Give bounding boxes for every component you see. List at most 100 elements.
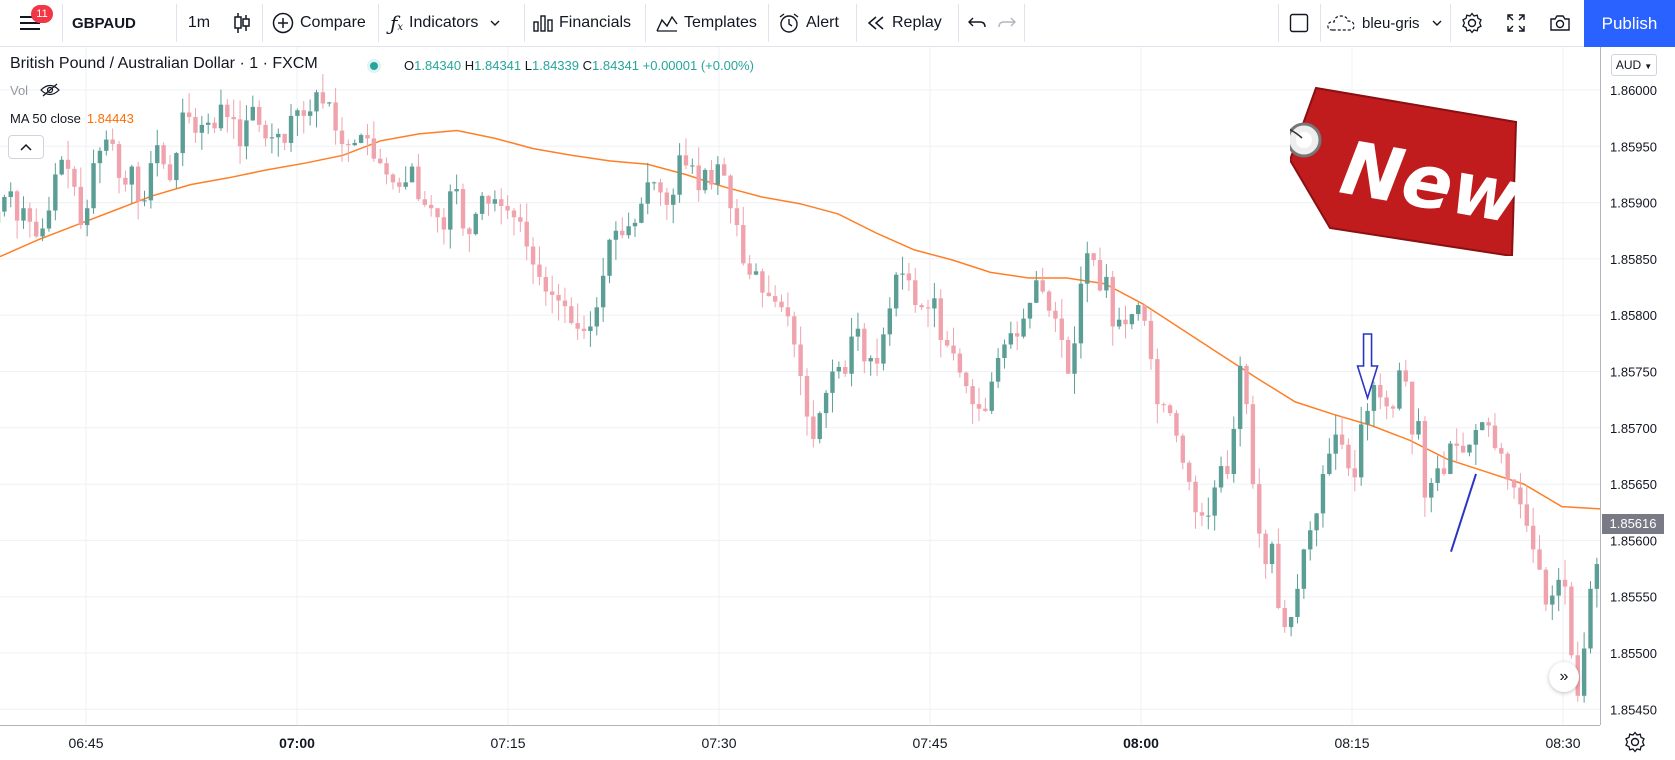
candle-up: [59, 159, 64, 175]
candle-up: [753, 271, 759, 275]
candle-up: [1556, 579, 1561, 596]
candle-up: [403, 182, 408, 187]
candle-down: [709, 169, 714, 185]
candle-up: [276, 133, 281, 138]
candle-down: [976, 404, 982, 409]
undo-button[interactable]: [962, 0, 992, 46]
ma-legend[interactable]: MA 50 close 1.84443: [10, 111, 134, 126]
candle-down: [1059, 318, 1064, 340]
y-tick-label: 1.85750: [1610, 365, 1657, 380]
layout-name-button[interactable]: bleu-gris: [1326, 0, 1446, 46]
y-tick-label: 1.86000: [1610, 83, 1657, 98]
candle-down: [785, 307, 791, 317]
y-tick-label: 1.85700: [1610, 421, 1657, 436]
divider: [62, 4, 63, 42]
layout-select-button[interactable]: [1279, 0, 1319, 46]
interval-label: 1m: [187, 14, 211, 31]
candle-down: [862, 328, 867, 362]
candle-down: [78, 186, 84, 226]
time-axis[interactable]: 06:45 07:00 07:15 07:30 07:45 08:00 08:15 08:30…: [0, 725, 1600, 760]
candle-up: [473, 213, 478, 235]
compare-button[interactable]: Compare: [272, 0, 376, 46]
candle-down: [1110, 276, 1115, 327]
chart-type-button[interactable]: [222, 0, 262, 46]
candles-layer: [0, 74, 1600, 703]
candle-down: [970, 386, 975, 405]
candle-up: [1327, 453, 1332, 474]
candle-down: [1097, 260, 1103, 291]
alert-button[interactable]: Alert: [778, 0, 854, 46]
candle-down: [537, 264, 542, 277]
new-tag-sticker: New: [1229, 78, 1528, 261]
replay-button[interactable]: Replay: [866, 0, 956, 46]
snapshot-button[interactable]: [1540, 0, 1580, 46]
volume-legend[interactable]: Vol: [10, 83, 60, 98]
candle-up: [1480, 422, 1485, 431]
chevron-up-icon: [20, 143, 32, 151]
candle-up: [817, 413, 822, 440]
candle-down: [428, 204, 434, 209]
main-menu-button[interactable]: [8, 0, 54, 46]
drawings-layer: [1356, 333, 1477, 552]
price-axis[interactable]: 1.86000 1.85950 1.85900 1.85850 1.85800 1.857…: [1600, 47, 1675, 725]
candle-down: [1524, 504, 1529, 526]
x-tick-label: 08:30: [1545, 735, 1580, 751]
candle-up: [830, 371, 835, 393]
fullscreen-button[interactable]: [1496, 0, 1536, 46]
chart-settings-button[interactable]: [1452, 0, 1492, 46]
chevron-down-icon: ▼: [1644, 62, 1653, 71]
candle-down: [384, 163, 389, 175]
gear-icon[interactable]: [1624, 731, 1646, 753]
alarm-clock-icon: [779, 13, 799, 33]
candle-down: [167, 164, 173, 181]
candle-up: [1333, 434, 1338, 454]
candle-up: [97, 150, 103, 164]
collapse-legend-button[interactable]: [8, 135, 44, 159]
candle-down: [225, 104, 230, 118]
candle-up: [715, 164, 721, 185]
currency-selector[interactable]: AUD ▼: [1611, 54, 1657, 76]
redo-button[interactable]: [992, 0, 1022, 46]
candle-up: [1308, 530, 1313, 550]
candle-down: [1384, 397, 1389, 407]
candle-up: [21, 208, 26, 221]
ohlc-values: O1.84340 H1.84341 L1.84339 C1.84341 +0.0…: [404, 58, 754, 73]
publish-button[interactable]: Publish: [1584, 0, 1675, 47]
candle-down: [792, 316, 797, 345]
candle-down: [518, 217, 523, 222]
hamburger-menu-icon: [20, 16, 40, 30]
candle-down: [772, 296, 778, 302]
indicators-button[interactable]: ƒx Indicators: [390, 0, 520, 46]
candle-down: [1282, 607, 1287, 628]
symbol-search-button[interactable]: GBPAUD: [72, 0, 176, 46]
candle-up: [639, 203, 644, 223]
scroll-to-realtime-button[interactable]: »: [1549, 662, 1579, 692]
interval-button[interactable]: 1m: [176, 0, 222, 46]
candle-down: [34, 221, 39, 237]
eye-crossed-icon[interactable]: [39, 83, 60, 97]
candle-down: [193, 117, 198, 133]
candle-down: [1409, 381, 1415, 435]
candle-down: [1390, 406, 1396, 409]
candle-up: [1218, 466, 1224, 488]
candle-down: [1499, 448, 1504, 454]
candle-up: [1588, 588, 1593, 649]
candle-down: [1460, 445, 1466, 453]
divider: [1278, 4, 1279, 42]
candle-up: [1034, 280, 1039, 303]
financials-button[interactable]: Financials: [533, 0, 645, 46]
last-price-label: 1.85616: [1602, 514, 1664, 534]
symbol-legend-title[interactable]: British Pound / Australian Dollar · 1 · …: [10, 55, 318, 72]
candle-up: [148, 163, 154, 201]
templates-label: Templates: [684, 14, 757, 31]
candle-up: [1085, 253, 1090, 284]
candle-down: [263, 124, 268, 139]
candle-up: [588, 326, 593, 331]
volume-label: Vol: [10, 83, 29, 98]
candle-up: [893, 274, 899, 309]
candle-up: [1288, 616, 1294, 628]
templates-button[interactable]: Templates: [656, 0, 768, 46]
candle-up: [1473, 430, 1479, 445]
y-tick-label: 1.85500: [1610, 646, 1657, 661]
candle-up: [180, 112, 185, 154]
